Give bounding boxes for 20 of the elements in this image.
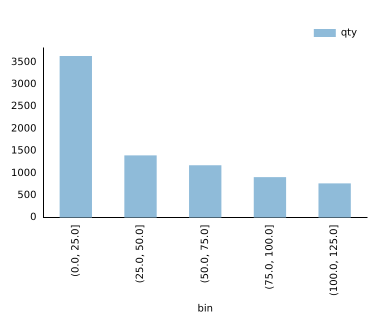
- x-axis-title: bin: [197, 304, 213, 315]
- y-tick-label: 1000: [10, 168, 36, 179]
- y-tick-label: 2500: [10, 101, 36, 112]
- y-tick-label: 500: [17, 190, 36, 201]
- bar: [254, 177, 286, 218]
- y-tick-label: 1500: [10, 146, 36, 157]
- x-tick-label: (0.0, 25.0]: [70, 224, 82, 277]
- bar: [318, 183, 351, 218]
- x-tick-label: (75.0, 100.0]: [264, 224, 276, 290]
- legend-label: qty: [340, 28, 358, 39]
- y-tick-label: 3500: [10, 56, 36, 68]
- bar: [189, 165, 222, 218]
- x-tick-label: (25.0, 50.0]: [135, 224, 146, 284]
- y-tick-label: 3000: [10, 78, 36, 90]
- y-tick-label: 0: [30, 212, 36, 224]
- bar: [60, 56, 92, 218]
- y-tick-label: 2000: [10, 123, 36, 134]
- x-tick-label: (100.0, 125.0]: [329, 224, 340, 296]
- bar: [124, 155, 157, 218]
- x-tick-label: (50.0, 75.0]: [200, 224, 211, 284]
